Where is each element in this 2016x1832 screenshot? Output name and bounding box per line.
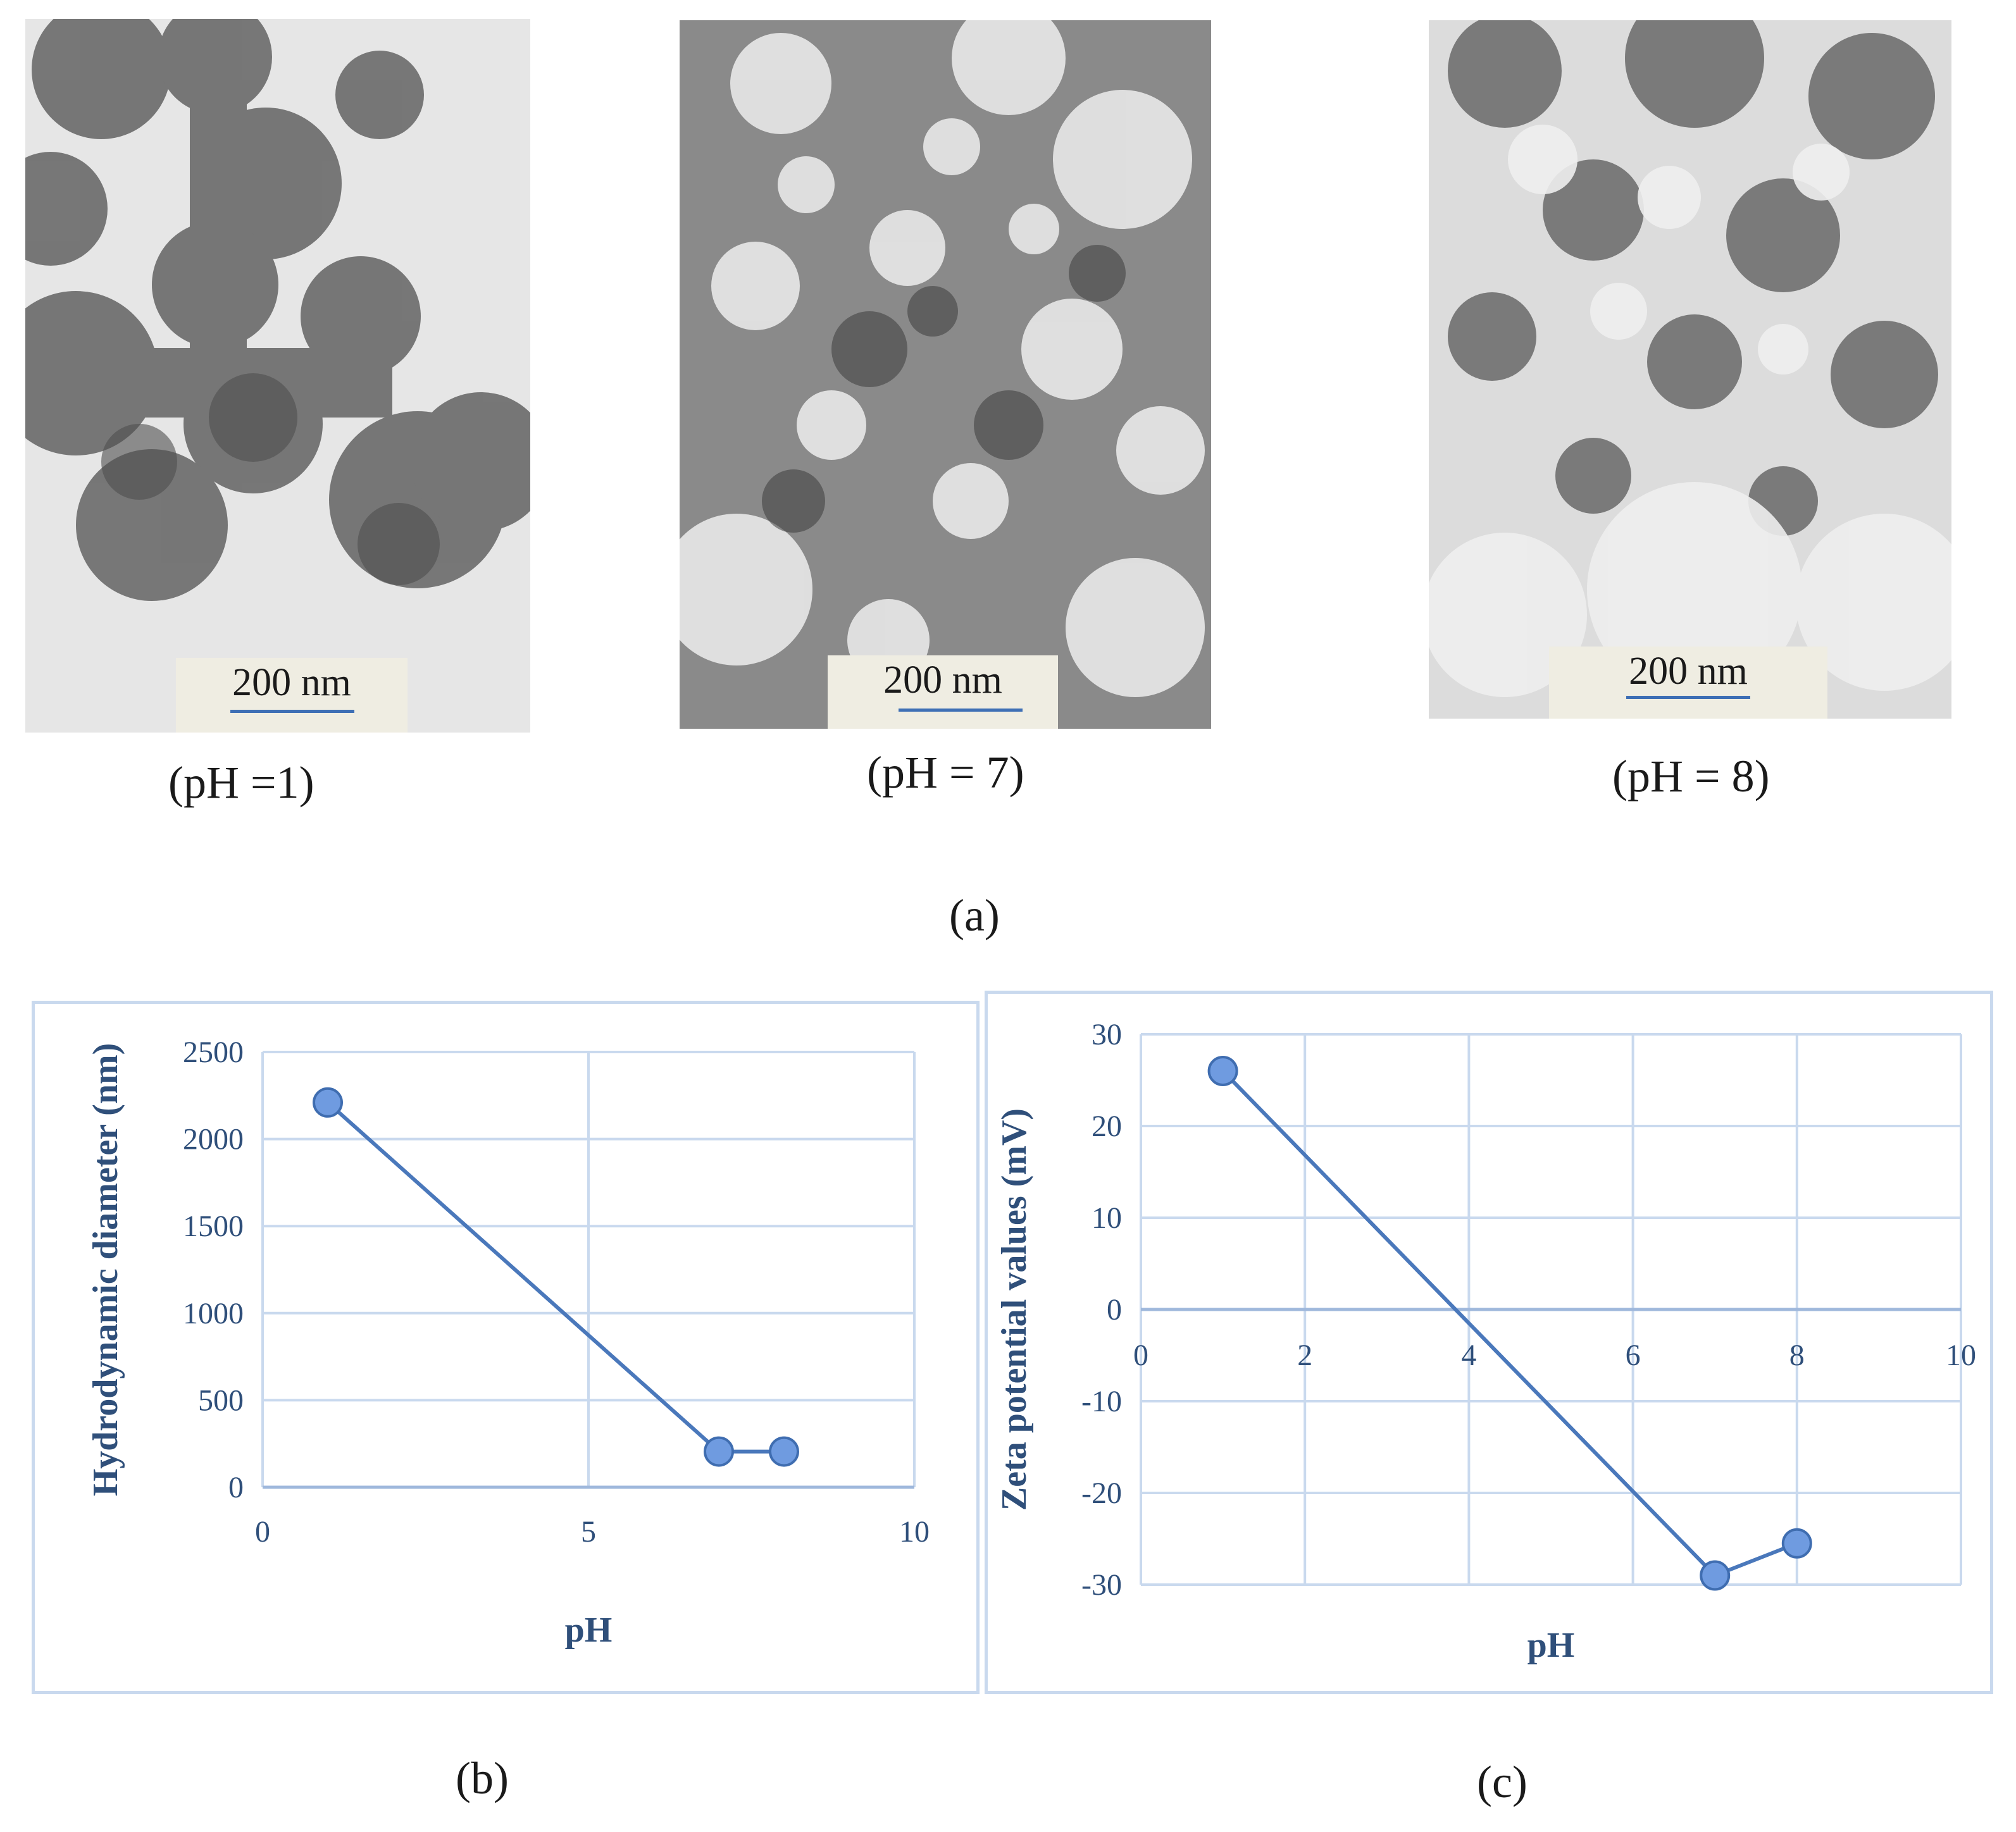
data-point bbox=[313, 1087, 343, 1118]
x-tick-label: 5 bbox=[581, 1515, 596, 1549]
chart-c-svg: -30 -20 -10 0 10 20 30 0 2 4 6 8 10 pH Zeta potential … bbox=[995, 1018, 1976, 1665]
y-axis-title: Hydrodynamic diameter (nm) bbox=[86, 1043, 125, 1497]
panel-label-c: (c) bbox=[1477, 1757, 1528, 1807]
scale-bar-label: 200 nm bbox=[883, 659, 1002, 702]
tem-image-ph1: 200 nm bbox=[25, 19, 530, 733]
y-tick-label: 10 bbox=[1092, 1201, 1122, 1235]
x-tick-label: 10 bbox=[1946, 1339, 1976, 1372]
y-tick-label: 1000 bbox=[183, 1297, 244, 1330]
tem-caption-ph1: (pH =1) bbox=[168, 757, 314, 808]
chart-b-svg: 0 500 1000 1500 2000 2500 0 5 10 pH Hydrodynamic d… bbox=[86, 1036, 930, 1650]
y-tick-label: 20 bbox=[1092, 1110, 1122, 1143]
tem-caption-ph8: (pH = 8) bbox=[1612, 751, 1770, 802]
y-tick-label: 0 bbox=[228, 1471, 244, 1504]
scale-bar-line bbox=[899, 709, 1023, 712]
panel-label-b: (b) bbox=[456, 1753, 509, 1804]
scale-bar-label: 200 nm bbox=[1629, 650, 1748, 693]
tem-image-ph7: 200 nm bbox=[680, 20, 1211, 729]
tem-image-ph8: 200 nm bbox=[1429, 20, 1951, 719]
chart-hydrodynamic-diameter: 0 500 1000 1500 2000 2500 0 5 10 pH Hydrodynamic d… bbox=[32, 1001, 980, 1694]
data-point bbox=[1781, 1528, 1812, 1559]
x-tick-label: 0 bbox=[255, 1515, 270, 1549]
chart-zeta-potential: -30 -20 -10 0 10 20 30 0 2 4 6 8 10 pH Zeta potential … bbox=[985, 991, 1993, 1694]
scale-bar-label: 200 nm bbox=[232, 661, 351, 704]
y-tick-label: -30 bbox=[1081, 1568, 1122, 1602]
x-axis-title: pH bbox=[565, 1611, 613, 1650]
scale-bar-box: 200 nm bbox=[828, 655, 1058, 729]
x-tick-label: 2 bbox=[1297, 1339, 1312, 1372]
data-point bbox=[1207, 1056, 1238, 1086]
data-point bbox=[704, 1436, 734, 1467]
x-tick-label: 4 bbox=[1461, 1339, 1476, 1372]
x-tick-label: 6 bbox=[1626, 1339, 1641, 1372]
data-point bbox=[769, 1436, 799, 1467]
scale-bar-line bbox=[230, 710, 354, 713]
y-tick-label: 500 bbox=[198, 1383, 244, 1417]
x-tick-label: 10 bbox=[899, 1515, 930, 1549]
scale-bar-box: 200 nm bbox=[176, 658, 408, 733]
x-tick-label: 8 bbox=[1789, 1339, 1805, 1372]
y-axis-title: Zeta potential values (mV) bbox=[995, 1108, 1034, 1511]
x-tick-label: 0 bbox=[1133, 1339, 1148, 1372]
y-tick-label: 2000 bbox=[183, 1123, 244, 1156]
y-tick-label: -20 bbox=[1081, 1476, 1122, 1510]
data-point bbox=[1700, 1560, 1731, 1591]
y-tick-label: 0 bbox=[1107, 1293, 1122, 1327]
y-tick-label: -10 bbox=[1081, 1385, 1122, 1418]
y-tick-label: 2500 bbox=[183, 1036, 244, 1069]
series-line bbox=[1221, 1069, 1798, 1578]
scale-bar-line bbox=[1626, 696, 1750, 699]
x-axis-title: pH bbox=[1528, 1626, 1575, 1665]
panel-label-a: (a) bbox=[949, 890, 1000, 941]
scale-bar-box: 200 nm bbox=[1549, 647, 1827, 719]
y-tick-label: 30 bbox=[1092, 1018, 1122, 1051]
tem-caption-ph7: (pH = 7) bbox=[867, 747, 1024, 798]
y-tick-label: 1500 bbox=[183, 1210, 244, 1243]
